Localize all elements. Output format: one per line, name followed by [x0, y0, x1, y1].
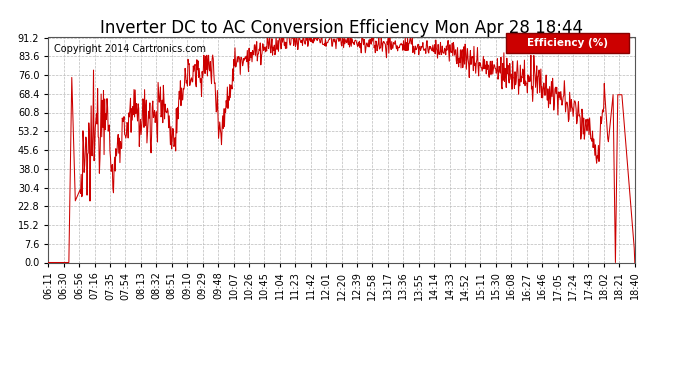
Title: Inverter DC to AC Conversion Efficiency Mon Apr 28 18:44: Inverter DC to AC Conversion Efficiency …	[100, 20, 583, 38]
Text: Efficiency (%): Efficiency (%)	[527, 38, 608, 48]
FancyBboxPatch shape	[506, 33, 629, 53]
Text: Copyright 2014 Cartronics.com: Copyright 2014 Cartronics.com	[55, 44, 206, 54]
